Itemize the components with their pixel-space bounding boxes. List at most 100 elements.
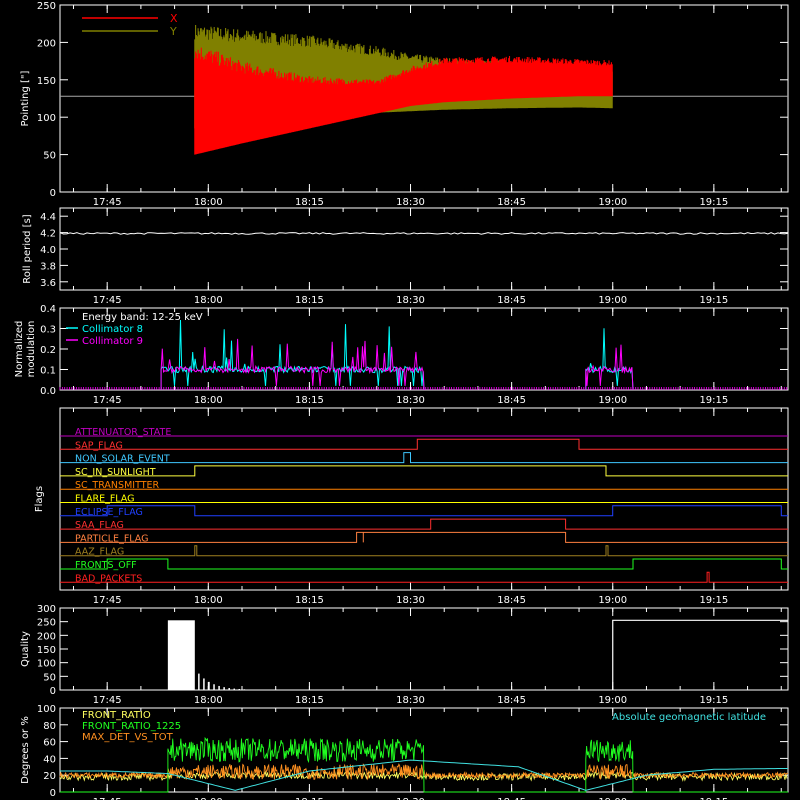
y-tick-label: 0.1: [40, 366, 56, 377]
x-tick-label: 17:45: [93, 595, 122, 606]
flag-label: ATTENUATOR_STATE: [75, 427, 171, 438]
x-tick-label: 19:15: [699, 395, 728, 406]
x-tick-label: 17:45: [93, 695, 122, 706]
y-axis-label: Normalized: [14, 321, 25, 378]
y-tick-label: 0.2: [40, 345, 56, 356]
flag-bad-packets: [60, 571, 788, 583]
x-tick-label: 18:15: [295, 595, 324, 606]
series-x: [194, 47, 613, 155]
y-tick-label: 0: [50, 788, 56, 799]
x-tick-label: 19:00: [598, 395, 627, 406]
x-tick-label: 18:45: [497, 395, 526, 406]
x-tick-label: 18:30: [396, 695, 425, 706]
flag-label: SC_IN_SUNLIGHT: [75, 467, 156, 478]
y-tick-label: 250: [37, 618, 56, 629]
y-axis-label: modulation: [26, 321, 37, 378]
y-tick-label: 300: [37, 604, 56, 615]
legend-label: Y: [169, 25, 177, 38]
series-collimator-9: [160, 338, 634, 391]
legend-label: Collimator 9: [82, 336, 143, 347]
x-tick-label: 19:00: [598, 595, 627, 606]
x-tick-label: 19:00: [598, 695, 627, 706]
baseline-ticks: [59, 387, 788, 390]
flag-sap-flag: [60, 438, 788, 450]
x-tick-label: 19:15: [699, 295, 728, 306]
y-tick-label: 0.0: [40, 386, 56, 397]
y-tick-label: 4.0: [40, 245, 56, 256]
legend-label: Absolute geomagnetic latitude: [612, 712, 766, 723]
flags-frame: [59, 407, 789, 591]
x-tick-label: 19:15: [699, 797, 728, 800]
x-tick-label: 19:15: [699, 197, 728, 208]
panel-quality: 17:45 18:00 18:15 18:30 18:45 19:00 19:15 0 50 10…: [20, 604, 789, 706]
x-tick-label: 19:00: [598, 197, 627, 208]
x-tick-label: 17:45: [93, 197, 122, 208]
y-tick-label: 3.8: [40, 261, 56, 272]
flag-label: SAA_FLAG: [75, 520, 124, 531]
legend-label: FRONT_RATIO: [82, 710, 151, 721]
x-tick-label: 18:00: [194, 197, 223, 208]
series-front-ratio-1225: [60, 736, 788, 793]
y-tick-label: 200: [37, 38, 56, 49]
flag-label: ECLIPSE_FLAG: [75, 507, 143, 518]
flag-label: BAD_PACKETS: [75, 573, 142, 584]
x-tick-label: 18:30: [396, 797, 425, 800]
x-tick-label: 18:30: [396, 595, 425, 606]
legend-label: MAX_DET_VS_TOT: [82, 732, 174, 743]
x-tick-label: 18:45: [497, 295, 526, 306]
y-tick-label: 50: [43, 672, 56, 683]
roll-frame: [59, 207, 789, 291]
panel-front_ratio: 17:45 18:00 18:15 18:30 18:45 19:00 19:15 0 20 40…: [20, 704, 789, 800]
y-tick-label: 0.3: [40, 325, 56, 336]
pointing-frame: [59, 4, 789, 193]
flag-sc-in-sunlight: [60, 465, 788, 477]
y-tick-label: 60: [43, 738, 56, 749]
panel-roll: 17:45 18:00 18:15 18:30 18:45 19:00 19:15 3.6 3.…: [22, 207, 789, 306]
flag-label: PARTICLE_FLAG: [75, 533, 148, 544]
x-tick-label: 19:15: [699, 695, 728, 706]
y-axis-label: Degrees or %: [20, 716, 31, 784]
y-tick-label: 200: [37, 631, 56, 642]
series-geomagnetic-latitude: [60, 759, 788, 791]
panel-flags: 17:45 18:00 18:15 18:30 18:45 19:00 19:15 Flags…: [34, 407, 789, 606]
x-tick-label: 19:00: [598, 295, 627, 306]
quality-bar: [167, 620, 195, 690]
x-tick-label: 17:45: [93, 395, 122, 406]
x-tick-label: 17:45: [93, 295, 122, 306]
x-tick-label: 18:15: [295, 797, 324, 800]
y-tick-label: 50: [43, 151, 56, 162]
flag-label: FLARE_FLAG: [75, 494, 135, 505]
y-tick-label: 150: [37, 76, 56, 87]
y-tick-label: 100: [37, 659, 56, 670]
flag-label: SC_TRANSMITTER: [75, 480, 160, 491]
series-roll-period: [59, 232, 789, 235]
flag-non-solar-event: [60, 452, 788, 464]
y-axis-label: Flags: [34, 486, 45, 512]
series-collimator-8: [160, 319, 634, 391]
x-tick-label: 18:45: [497, 797, 526, 800]
x-tick-label: 18:00: [194, 595, 223, 606]
x-tick-label: 18:30: [396, 295, 425, 306]
x-tick-label: 18:30: [396, 395, 425, 406]
x-tick-label: 18:15: [295, 395, 324, 406]
flag-label: AAZ_FLAG: [75, 547, 124, 558]
y-tick-label: 250: [37, 1, 56, 12]
x-tick-label: 19:00: [598, 797, 627, 800]
x-tick-label: 19:15: [699, 595, 728, 606]
x-tick-label: 18:00: [194, 295, 223, 306]
x-tick-label: 18:45: [497, 595, 526, 606]
flag-label: FRONTS_OFF: [75, 560, 137, 571]
y-tick-label: 0: [50, 686, 56, 697]
y-axis-label: Roll period [s]: [22, 214, 33, 283]
y-tick-label: 4.2: [40, 229, 56, 240]
y-tick-label: 0.4: [40, 304, 56, 315]
panel-pointing: 17:45 18:00 18:15 18:30 18:45 19:00 19:15 0 50 10…: [20, 1, 789, 208]
x-tick-label: 18:45: [497, 197, 526, 208]
flag-saa-flag: [60, 518, 788, 530]
x-tick-label: 18:00: [194, 695, 223, 706]
quality-step: [612, 619, 788, 690]
legend-energy-band: Energy band: 12-25 keV: [82, 312, 203, 323]
flag-particle-flag: [60, 531, 788, 543]
x-tick-label: 18:45: [497, 695, 526, 706]
